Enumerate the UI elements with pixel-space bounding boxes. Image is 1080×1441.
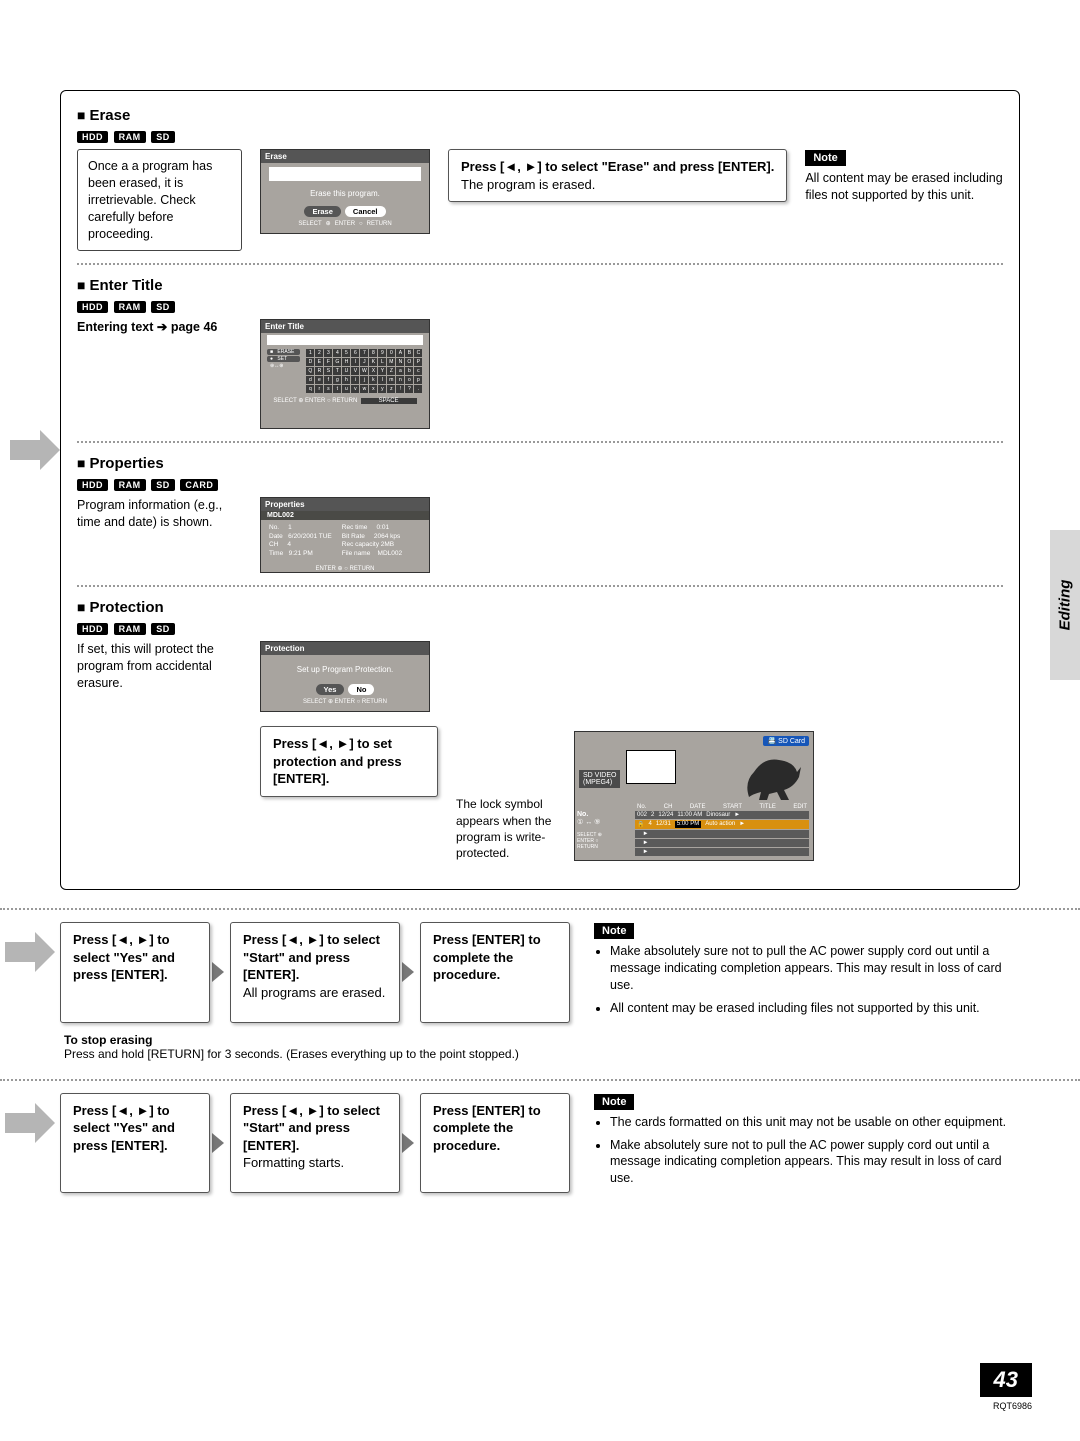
flow1-step1: Press [◄, ►] to select "Yes" and press [… [60, 922, 210, 1023]
erase-btn-erase[interactable]: Erase [304, 206, 340, 217]
protection-btn-no[interactable]: No [348, 684, 374, 695]
lock-icon: 🔒 [637, 821, 644, 828]
protection-screen: 📇 SD Card SD VIDEO (MPEG4) No. ① ↔ ⑨ SEL… [574, 731, 814, 861]
dinosaur-image [739, 752, 809, 802]
props-left: No. 1 Date 6/20/2001 TUE CH 4 Time 9:21 … [269, 524, 332, 558]
note-badge: Note [594, 1094, 634, 1110]
protection-dialog: Protection Set up Program Protection. Ye… [260, 641, 430, 712]
chevron-icon [402, 962, 414, 982]
note-badge: Note [594, 923, 634, 939]
badge-sd: SD [151, 131, 175, 143]
flow2-step3: Press [ENTER] to complete the procedure. [420, 1093, 570, 1194]
flow1-notes: Make absolutely sure not to pull the AC … [594, 943, 1020, 1017]
protection-desc: If set, this will protect the program fr… [77, 641, 242, 692]
enter-title-badges: HDD RAM SD [77, 298, 1003, 313]
separator-full [0, 1079, 1080, 1081]
section-properties: ■Properties HDD RAM SD CARD Program info… [77, 455, 1003, 573]
enter-title-heading: ■Enter Title [77, 277, 1003, 294]
erase-dialog: Erase Erase this program. Erase Cancel S… [260, 149, 430, 234]
flow-arrow-icon [5, 932, 55, 972]
protection-step: Press [◄, ►] to set protection and press… [260, 726, 438, 797]
separator-full [0, 908, 1080, 910]
side-tab: Editing [1050, 530, 1080, 680]
flow-2: Press [◄, ►] to select "Yes" and press [… [60, 1093, 1020, 1194]
enter-title-link: Entering text ➔ page 46 [77, 319, 242, 334]
chevron-icon [212, 1133, 224, 1153]
flow2-step1: Press [◄, ►] to select "Yes" and press [… [60, 1093, 210, 1194]
flow1-step2: Press [◄, ►] to select "Start" and press… [230, 922, 400, 1023]
enter-title-dialog: Enter Title ■ ERASE ● SET ⊕↔⊕ 1234567890… [260, 319, 430, 429]
erase-desc: Once a a program has been erased, it is … [77, 149, 242, 251]
separator [77, 263, 1003, 265]
kb-input [267, 335, 423, 345]
keyboard-grid: 1234567890ABC DEFGHIJKLMNOP QRSTUVWXYZab… [306, 349, 422, 393]
section-enter-title: ■Enter Title HDD RAM SD Entering text ➔ … [77, 277, 1003, 429]
erase-badges: HDD RAM SD [77, 128, 1003, 143]
flow-arrow-icon [5, 1103, 55, 1143]
erase-btn-cancel[interactable]: Cancel [345, 206, 386, 217]
protection-lock-note: The lock symbol appears when the program… [456, 796, 566, 861]
side-tab-label: Editing [1057, 580, 1074, 631]
properties-dialog: Properties MDL002 No. 1 Date 6/20/2001 T… [260, 497, 430, 573]
flow1-step3: Press [ENTER] to complete the procedure. [420, 922, 570, 1023]
properties-desc: Program information (e.g., time and date… [77, 497, 242, 531]
page-footer: 43 RQT6986 [980, 1363, 1032, 1411]
properties-heading: ■Properties [77, 455, 1003, 472]
note-badge: Note [805, 150, 845, 166]
section-protection: ■Protection HDD RAM SD If set, this will… [77, 599, 1003, 861]
properties-badges: HDD RAM SD CARD [77, 476, 1003, 491]
separator [77, 441, 1003, 443]
erase-title: ■Erase [77, 107, 1003, 124]
badge-ram: RAM [114, 131, 146, 143]
chevron-icon [212, 962, 224, 982]
badge-hdd: HDD [77, 131, 108, 143]
flow-1: Press [◄, ►] to select "Yes" and press [… [60, 922, 1020, 1023]
erase-dialog-title: Erase [261, 150, 429, 163]
separator [77, 585, 1003, 587]
left-arrow-indicator [10, 430, 60, 470]
page-number: 43 [980, 1363, 1032, 1397]
flow2-notes: The cards formatted on this unit may not… [594, 1114, 1020, 1188]
chevron-icon [402, 1133, 414, 1153]
stop-note: To stop erasing Press and hold [RETURN] … [64, 1033, 1020, 1061]
protection-heading: ■Protection [77, 599, 1003, 616]
erase-dialog-field [269, 167, 421, 181]
flow2-step2: Press [◄, ►] to select "Start" and press… [230, 1093, 400, 1194]
erase-note-text: All content may be erased including file… [805, 170, 1003, 204]
main-box: ■Erase HDD RAM SD Once a a program has b… [60, 90, 1020, 890]
props-right: Rec time 0:01 Bit Rate 2064 kps Rec capa… [342, 524, 402, 558]
erase-dialog-text: Erase this program. [261, 185, 429, 204]
erase-step: Press [◄, ►] to select "Erase" and press… [448, 149, 787, 202]
section-erase: ■Erase HDD RAM SD Once a a program has b… [77, 107, 1003, 251]
dialog-foot: SELECT⊕ENTER○RETURN [261, 221, 429, 227]
protection-badges: HDD RAM SD [77, 620, 1003, 635]
protection-btn-yes[interactable]: Yes [316, 684, 345, 695]
thumbnail [626, 750, 676, 784]
doc-id: RQT6986 [980, 1401, 1032, 1411]
